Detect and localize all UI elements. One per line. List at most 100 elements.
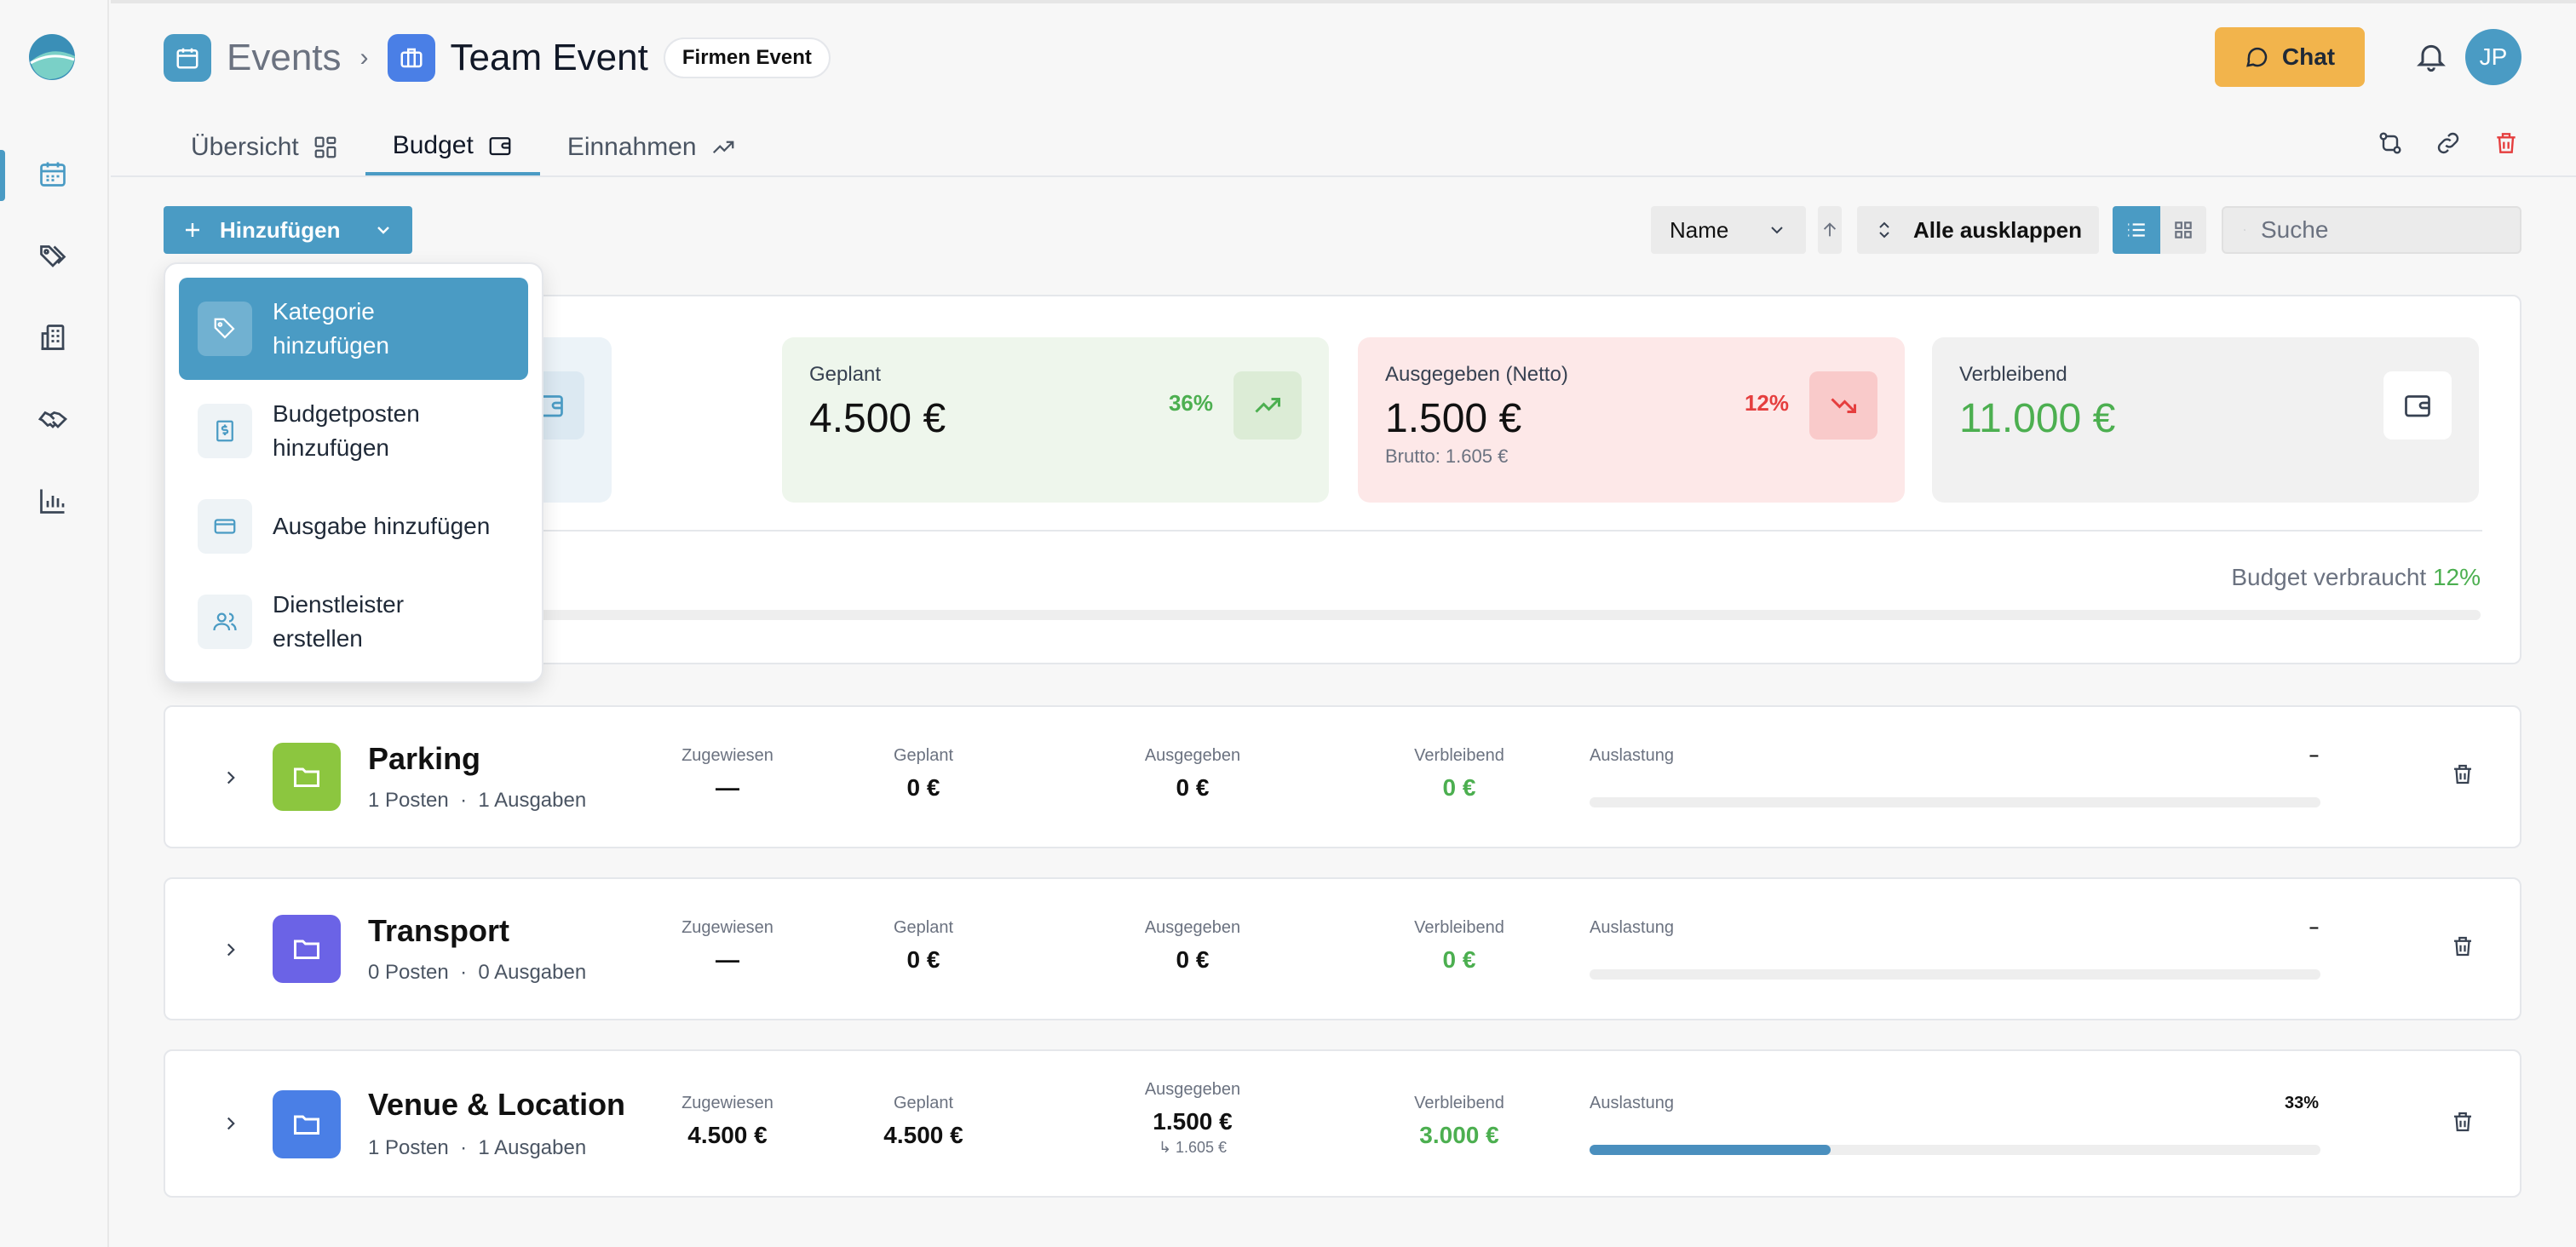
credit-card-icon — [198, 499, 252, 554]
menu-item-create-vendor[interactable]: Dienstleister erstellen — [179, 571, 528, 673]
chat-label: Chat — [2281, 43, 2336, 70]
remaining-value: 11.000 € — [1959, 396, 2116, 441]
planned-value: 4.500 € — [809, 396, 946, 441]
col-header: Ausgegeben — [1144, 918, 1241, 937]
col-remaining: Verbleibend 0 € — [1387, 746, 1532, 802]
grid-icon — [314, 136, 336, 158]
category-row-parking[interactable]: Parking 1 Posten · 1 Ausgaben Zugewiesen… — [164, 705, 2521, 848]
col-header: Geplant — [893, 746, 954, 765]
category-row-transport[interactable]: Transport 0 Posten · 0 Ausgaben Zugewies… — [164, 877, 2521, 1020]
utilization-value: – — [2309, 918, 2319, 937]
chevrons-up-down-icon — [1879, 221, 1889, 238]
sort-select[interactable]: Name — [1651, 206, 1806, 254]
search-input[interactable] — [2261, 216, 2499, 244]
sort-select-value: Name — [1670, 216, 1729, 243]
chevron-down-icon — [377, 227, 389, 234]
budget-used-percent: 12% — [2432, 564, 2481, 590]
col-subvalue: ↳ 1.605 € — [1158, 1139, 1228, 1156]
col-header: Geplant — [893, 1094, 954, 1112]
trash-icon[interactable] — [2450, 761, 2475, 787]
summary-card-planned: Geplant 4.500 € 36% — [782, 337, 1329, 503]
tab-income[interactable]: Einnahmen — [540, 119, 763, 175]
handshake-icon[interactable] — [32, 399, 73, 440]
top-border — [111, 0, 2576, 3]
tab-income-label: Einnahmen — [566, 133, 697, 161]
budget-used-bar — [203, 610, 2481, 620]
chevron-right-icon[interactable] — [220, 1112, 242, 1135]
list-view-button[interactable] — [2113, 206, 2160, 254]
app-logo[interactable] — [26, 31, 78, 83]
tags-icon[interactable] — [32, 235, 73, 276]
sort-direction-button[interactable] — [1818, 206, 1842, 254]
list-icon — [2128, 223, 2145, 237]
chevron-down-icon — [1771, 227, 1783, 234]
chevron-right-icon[interactable] — [220, 767, 242, 789]
col-header: Ausgegeben — [1144, 746, 1241, 765]
calendar-icon[interactable] — [32, 153, 73, 194]
grid-icon — [2175, 221, 2192, 238]
col-value: — — [716, 946, 739, 973]
menu-item-label: hinzufügen — [273, 434, 390, 461]
chat-button[interactable]: Chat — [2215, 27, 2365, 87]
budget-used-label: Budget verbraucht — [2231, 564, 2427, 590]
col-header: Zugewiesen — [681, 746, 773, 765]
breadcrumb: Events › Team Event Firmen Event — [164, 32, 831, 83]
add-button[interactable]: Hinzufügen — [164, 206, 412, 254]
col-value: 0 € — [906, 946, 940, 973]
chat-bubble-icon — [2245, 47, 2268, 67]
folder-icon — [273, 743, 341, 811]
col-header: Verbleibend — [1414, 746, 1504, 765]
menu-item-label: Dienstleister — [273, 591, 405, 618]
link-icon[interactable] — [2431, 126, 2465, 160]
category-posts: 0 Posten — [368, 961, 449, 984]
category-name: Transport — [368, 913, 510, 948]
tab-budget-label: Budget — [392, 131, 474, 159]
col-remaining: Verbleibend 3.000 € — [1387, 1094, 1532, 1149]
chevron-right-icon[interactable] — [220, 939, 242, 961]
expand-all-button[interactable]: Alle ausklappen — [1857, 206, 2099, 254]
col-remaining: Verbleibend 0 € — [1387, 918, 1532, 974]
col-value: 0 € — [906, 774, 940, 801]
col-value: 0 € — [1442, 946, 1476, 973]
add-dropdown-menu: Kategorie hinzufügen Budgetposten hinzufüg… — [164, 262, 543, 683]
col-spent: Ausgegeben 0 € — [1116, 746, 1269, 802]
category-posts: 1 Posten — [368, 789, 449, 812]
category-meta: 1 Posten · 1 Ausgaben — [368, 789, 587, 812]
menu-item-add-category[interactable]: Kategorie hinzufügen — [179, 278, 528, 380]
spent-value: 1.500 € — [1385, 396, 1522, 441]
tab-overview[interactable]: Übersicht — [164, 119, 365, 175]
menu-item-label: hinzufügen — [273, 332, 390, 359]
tab-budget[interactable]: Budget — [365, 119, 540, 175]
utilization-bar — [1590, 1145, 2320, 1155]
utilization-bar-fill — [1590, 1145, 1831, 1155]
chart-icon[interactable] — [32, 480, 73, 521]
utilization-label: Auslastung — [1590, 918, 1674, 937]
trending-up-icon — [712, 141, 733, 154]
avatar[interactable]: JP — [2465, 29, 2521, 85]
building-icon[interactable] — [32, 317, 73, 358]
arrow-up-icon — [1823, 222, 1837, 237]
col-header: Verbleibend — [1414, 918, 1504, 937]
menu-item-label: Kategorie — [273, 298, 375, 325]
grid-view-button[interactable] — [2160, 206, 2206, 254]
category-row-venue-location[interactable]: Venue & Location 1 Posten · 1 Ausgaben Z… — [164, 1049, 2521, 1198]
menu-item-add-budget-item[interactable]: Budgetposten hinzufügen — [179, 380, 528, 482]
menu-item-add-expense[interactable]: Ausgabe hinzufügen — [179, 482, 528, 571]
trash-icon[interactable] — [2450, 1109, 2475, 1135]
trash-icon[interactable] — [2450, 934, 2475, 959]
folder-icon — [273, 915, 341, 983]
search-box — [2222, 206, 2521, 254]
col-planned: Geplant 0 € — [864, 918, 983, 974]
budget-used-text: Budget verbraucht 12% — [2231, 564, 2481, 591]
breadcrumb-events[interactable]: Events — [227, 37, 342, 78]
utilization-bar — [1590, 797, 2320, 807]
git-compare-icon[interactable] — [2373, 126, 2407, 160]
bell-icon[interactable] — [2414, 39, 2448, 73]
trash-icon[interactable] — [2489, 126, 2523, 160]
col-value: 4.500 € — [883, 1122, 963, 1148]
main-content: Events › Team Event Firmen Event Chat JP… — [111, 0, 2576, 1247]
menu-item-label: Budgetposten — [273, 400, 420, 427]
col-value: 3.000 € — [1419, 1122, 1499, 1148]
col-value: — — [716, 774, 739, 801]
col-header: Geplant — [893, 918, 954, 937]
